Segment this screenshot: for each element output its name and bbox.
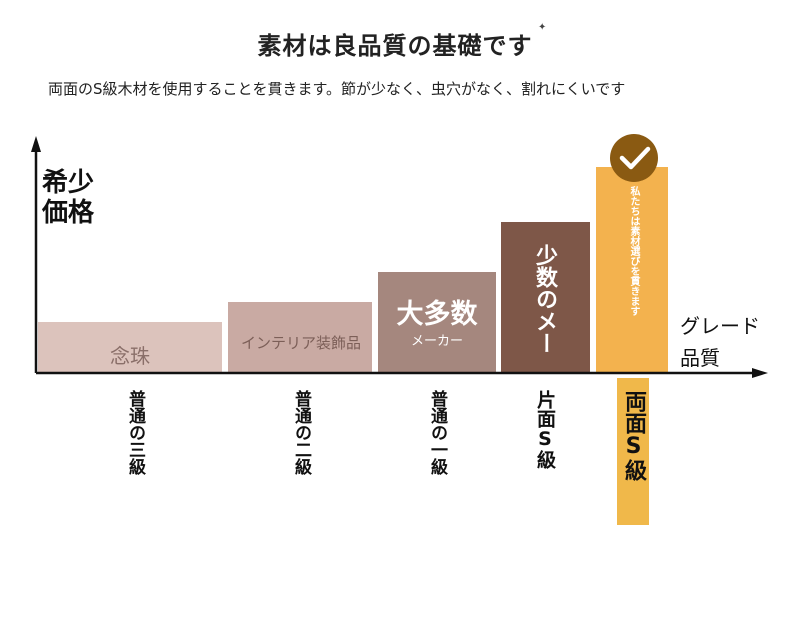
bar-label-2: インテリア装飾品	[240, 334, 361, 352]
page-subtitle: 両面のS級木材を使用することを貫きます。節が少なく、虫穴がなく、割れにくいです	[48, 80, 626, 98]
grade-label-3: 普通の一級	[422, 378, 452, 525]
bar-label-5: 私たちは素材選びを貫きます	[628, 186, 639, 316]
y-axis-arrow-icon	[31, 136, 41, 152]
bar-sublabel-3: メーカー	[410, 334, 463, 349]
grade-label-1: 普通の三級	[120, 378, 150, 525]
bars-group	[38, 167, 668, 372]
sparkle-icon: ✦	[538, 22, 547, 33]
bar-label-4: 少数のメー	[532, 244, 557, 354]
y-axis-label: 希少 価格	[42, 168, 94, 228]
bar-5	[596, 167, 668, 372]
x-axis-label-line2: 品質	[680, 346, 720, 370]
grade-label-4: 片面S級	[530, 378, 560, 525]
bar-4	[501, 222, 590, 372]
bar-label-3: 大多数	[396, 299, 478, 330]
x-axis-label: グレード 品質	[680, 310, 760, 374]
x-axis-label-line1: グレード	[680, 314, 760, 338]
y-axis-label-line2: 価格	[42, 198, 95, 228]
bar-1	[38, 322, 222, 372]
y-axis-label-line1: 希少	[42, 168, 95, 198]
bar-label-1: 念珠	[110, 344, 150, 368]
page-title: 素材は良品質の基礎です	[257, 32, 533, 60]
bar-3	[378, 272, 496, 372]
check-circle-icon	[610, 134, 658, 182]
x-axis-arrow-icon	[752, 368, 768, 378]
grade-label-5: 両面S級	[617, 378, 649, 525]
grade-label-2: 普通の二級	[286, 378, 316, 525]
bar-2	[228, 302, 372, 372]
